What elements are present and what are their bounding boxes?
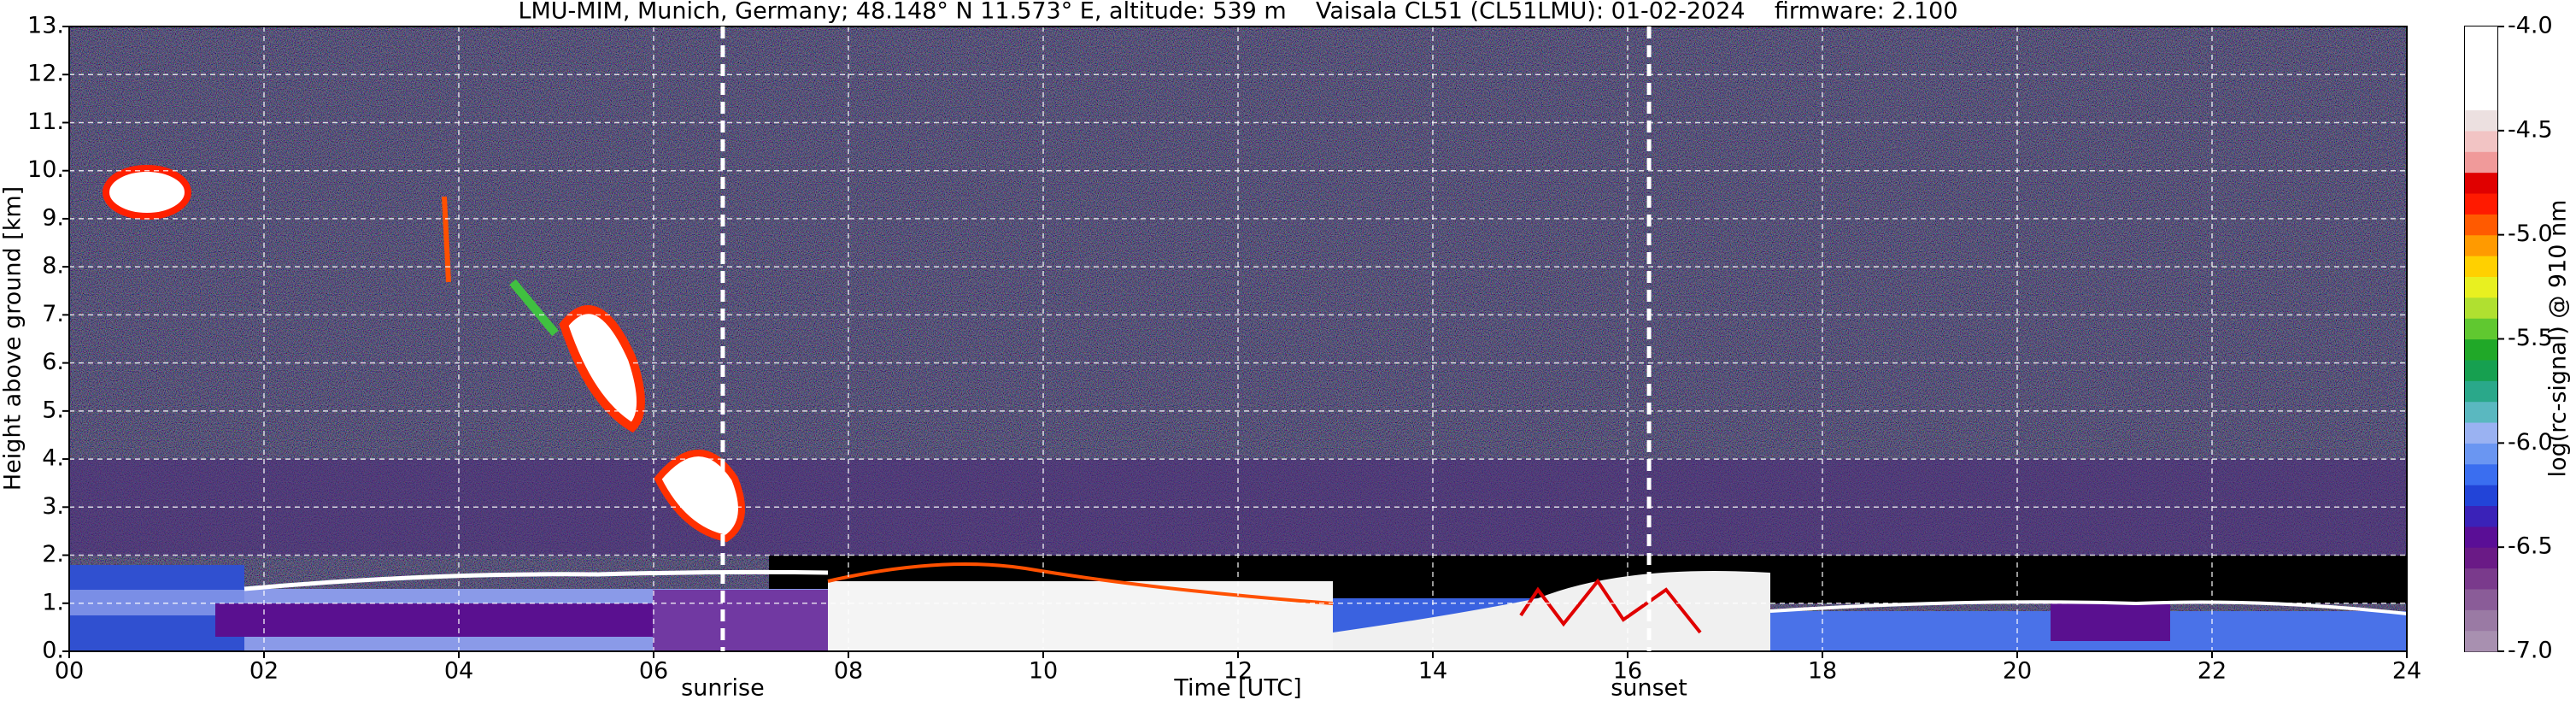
x-tick-label: 18: [1808, 658, 1837, 685]
y-tick-label: 9.: [42, 204, 64, 231]
y-axis-label: Height above ground [km]: [0, 186, 26, 491]
y-tick-label: 12.: [27, 61, 64, 87]
colorbar-tick-label: -5.0: [2508, 221, 2553, 247]
grid: [68, 26, 2408, 652]
colorbar-segment: [2465, 68, 2497, 90]
colorbar-segment: [2465, 421, 2497, 444]
y-tick-label: 10.: [27, 156, 64, 183]
colorbar-segment: [2465, 214, 2497, 236]
colorbar-segment: [2465, 234, 2497, 256]
colorbar-segment: [2465, 338, 2497, 361]
event-label: sunset: [1611, 675, 1687, 702]
colorbar-segment: [2465, 547, 2497, 569]
x-tick-label: 24: [2392, 658, 2421, 685]
colorbar-segment: [2465, 297, 2497, 319]
y-tick-label: 2.: [42, 541, 64, 568]
colorbar-segment: [2465, 151, 2497, 174]
colorbar-segment: [2465, 47, 2497, 69]
y-tick-label: 8.: [42, 253, 64, 279]
colorbar-segment: [2465, 568, 2497, 590]
colorbar-segment: [2465, 359, 2497, 381]
y-tick-label: 3.: [42, 493, 64, 520]
y-tick-label: 5.: [42, 397, 64, 423]
y-tick-label: 0.: [42, 638, 64, 664]
colorbar-segment: [2465, 256, 2497, 277]
colorbar-segment: [2465, 276, 2497, 298]
colorbar-tick-label: -4.0: [2508, 13, 2553, 39]
colorbar-tick-label: -6.5: [2508, 533, 2553, 560]
colorbar-segment: [2465, 485, 2497, 507]
x-tick-label: 20: [2003, 658, 2032, 685]
y-tick-label: 1.: [42, 589, 64, 615]
chart-title: LMU-MIM, Munich, Germany; 48.148° N 11.5…: [518, 0, 1957, 25]
x-tick-label: 02: [249, 658, 279, 685]
x-tick-label: 14: [1418, 658, 1447, 685]
colorbar-segment: [2465, 130, 2497, 152]
x-tick-label: 06: [639, 658, 668, 685]
colorbar-segment: [2465, 401, 2497, 423]
colorbar-segment: [2465, 109, 2497, 132]
x-tick-label: 08: [834, 658, 863, 685]
colorbar-segment: [2465, 463, 2497, 485]
colorbar-segment: [2465, 89, 2497, 111]
colorbar-tick-label: -6.0: [2508, 429, 2553, 456]
colorbar-segment: [2465, 443, 2497, 465]
colorbar-segment: [2465, 609, 2497, 632]
colorbar-segment: [2465, 26, 2497, 48]
colorbar-segment: [2465, 630, 2497, 652]
x-tick-label: 12: [1223, 658, 1253, 685]
event-label: sunrise: [681, 675, 765, 702]
colorbar-tick-label: -5.5: [2508, 325, 2553, 351]
x-tick-label: 00: [55, 658, 84, 685]
y-tick-label: 6.: [42, 349, 64, 375]
y-tick-label: 11.: [27, 109, 64, 135]
colorbar-segment: [2465, 380, 2497, 403]
colorbar-label: log(rc-signal) @ 910 nm: [2545, 200, 2572, 478]
y-tick-label: 4.: [42, 445, 64, 472]
colorbar-segment: [2465, 192, 2497, 215]
y-tick-label: 13.: [27, 13, 64, 39]
colorbar-segment: [2465, 505, 2497, 527]
x-tick-label: 22: [2198, 658, 2227, 685]
y-tick-label: 7.: [42, 301, 64, 327]
colorbar-segment: [2465, 172, 2497, 194]
x-tick-label: 04: [444, 658, 473, 685]
colorbar-tick-label: -7.0: [2508, 638, 2553, 664]
colorbar-segment: [2465, 588, 2497, 610]
colorbar-segment: [2465, 318, 2497, 340]
x-tick-label: 10: [1029, 658, 1058, 685]
colorbar-segment: [2465, 526, 2497, 548]
x-axis-label: Time [UTC]: [1173, 675, 1301, 702]
colorbar-tick-label: -4.5: [2508, 116, 2553, 143]
x-tick-label: 16: [1613, 658, 1642, 685]
